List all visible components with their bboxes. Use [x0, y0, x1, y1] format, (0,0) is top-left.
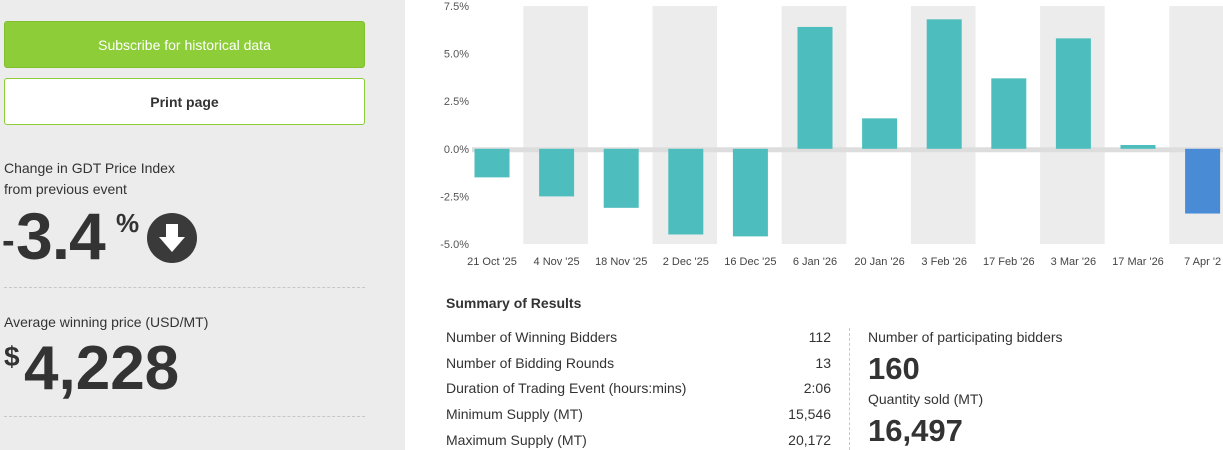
summary-row-label: Number of Bidding Rounds	[446, 355, 615, 371]
bar	[862, 118, 898, 149]
summary-title: Summary of Results	[446, 295, 582, 311]
x-tick-label: 4 Nov '25	[534, 256, 580, 268]
bar	[1185, 148, 1221, 214]
bar	[1055, 38, 1091, 149]
summary-row: Maximum Supply (MT) 20,172	[446, 432, 831, 450]
print-page-button[interactable]: Print page	[4, 78, 365, 125]
summary-row: Duration of Trading Event (hours:mins) 2…	[446, 380, 831, 400]
y-tick-label: -5.0%	[440, 239, 469, 251]
y-tick-label: 5.0%	[444, 49, 469, 61]
bar	[603, 148, 639, 208]
summary-row: Number of Winning Bidders 112	[446, 329, 831, 349]
change-index-label-line2: from previous event	[4, 181, 127, 197]
x-tick-label: 16 Dec '25	[724, 256, 776, 268]
change-value: 3.4	[16, 199, 106, 273]
change-sign: -	[2, 220, 15, 262]
divider	[4, 416, 365, 417]
x-tick-label: 18 Nov '25	[595, 256, 647, 268]
bar	[926, 19, 962, 149]
summary-row-label: Minimum Supply (MT)	[446, 406, 583, 422]
bar	[797, 26, 833, 149]
y-tick-label: 7.5%	[444, 1, 469, 13]
arrow-down-icon	[147, 213, 197, 263]
x-tick-label: 3 Feb '26	[921, 256, 967, 268]
x-tick-label: 17 Mar '26	[1112, 256, 1164, 268]
chart-svg: 7.5% 5.0% 2.5% 0.0% -2.5% -5.0% 21 Oct '25 4 No…	[440, 1, 1223, 268]
x-tick-label: 20 Jan '26	[854, 256, 904, 268]
x-tick-label: 3 Mar '26	[1051, 256, 1097, 268]
price-change-bar-chart: 7.5% 5.0% 2.5% 0.0% -2.5% -5.0% 21 Oct '25 4 No…	[405, 0, 1223, 272]
summary-row-value: 15,546	[788, 406, 831, 422]
bar	[1120, 144, 1156, 149]
bar	[474, 148, 510, 178]
change-index-label: Change in GDT Price Index from previous …	[4, 158, 204, 200]
quantity-sold-value: 16,497	[868, 413, 963, 448]
participating-bidders-value: 160	[868, 351, 920, 386]
summary-row-value: 2:06	[803, 380, 831, 396]
bar	[991, 78, 1027, 149]
subscribe-button[interactable]: Subscribe for historical data	[4, 21, 365, 68]
change-unit: %	[116, 208, 140, 238]
average-price-value: $ 4,228	[4, 333, 364, 403]
summary-row-label: Number of Winning Bidders	[446, 329, 618, 345]
average-price-label: Average winning price (USD/MT)	[4, 314, 209, 330]
y-tick-label: 2.5%	[444, 96, 469, 108]
bar	[668, 148, 704, 235]
change-index-label-line1: Change in GDT Price Index	[4, 160, 175, 176]
participating-bidders-label: Number of participating bidders	[868, 329, 1063, 345]
summary-row-label: Duration of Trading Event (hours:mins)	[446, 380, 687, 396]
x-tick-label: 17 Feb '26	[983, 256, 1035, 268]
divider	[4, 287, 365, 288]
y-tick-label: 0.0%	[444, 144, 469, 156]
bar	[539, 148, 575, 197]
summary-row-value: 112	[808, 329, 831, 345]
summary-row-value: 20,172	[788, 432, 831, 448]
summary-row: Minimum Supply (MT) 15,546	[446, 406, 831, 426]
x-tick-label: 21 Oct '25	[467, 256, 517, 268]
left-panel: Subscribe for historical data Print page…	[0, 0, 405, 450]
average-price-number: 4,228	[24, 334, 180, 403]
change-index-value: - 3.4 %	[2, 199, 362, 273]
bar	[732, 148, 768, 237]
currency-symbol: $	[4, 341, 20, 372]
summary-row-label: Maximum Supply (MT)	[446, 432, 587, 448]
summary-row-value: 13	[815, 355, 831, 371]
grid-band	[523, 6, 588, 244]
x-tick-label: 6 Jan '26	[793, 256, 837, 268]
summary-divider	[849, 328, 850, 450]
summary-row: Number of Bidding Rounds 13	[446, 355, 831, 375]
quantity-sold-label: Quantity sold (MT)	[868, 391, 984, 407]
x-tick-label: 2 Dec '25	[663, 256, 709, 268]
y-tick-label: -2.5%	[440, 191, 469, 203]
x-tick-label: 7 Apr '2	[1184, 256, 1221, 268]
